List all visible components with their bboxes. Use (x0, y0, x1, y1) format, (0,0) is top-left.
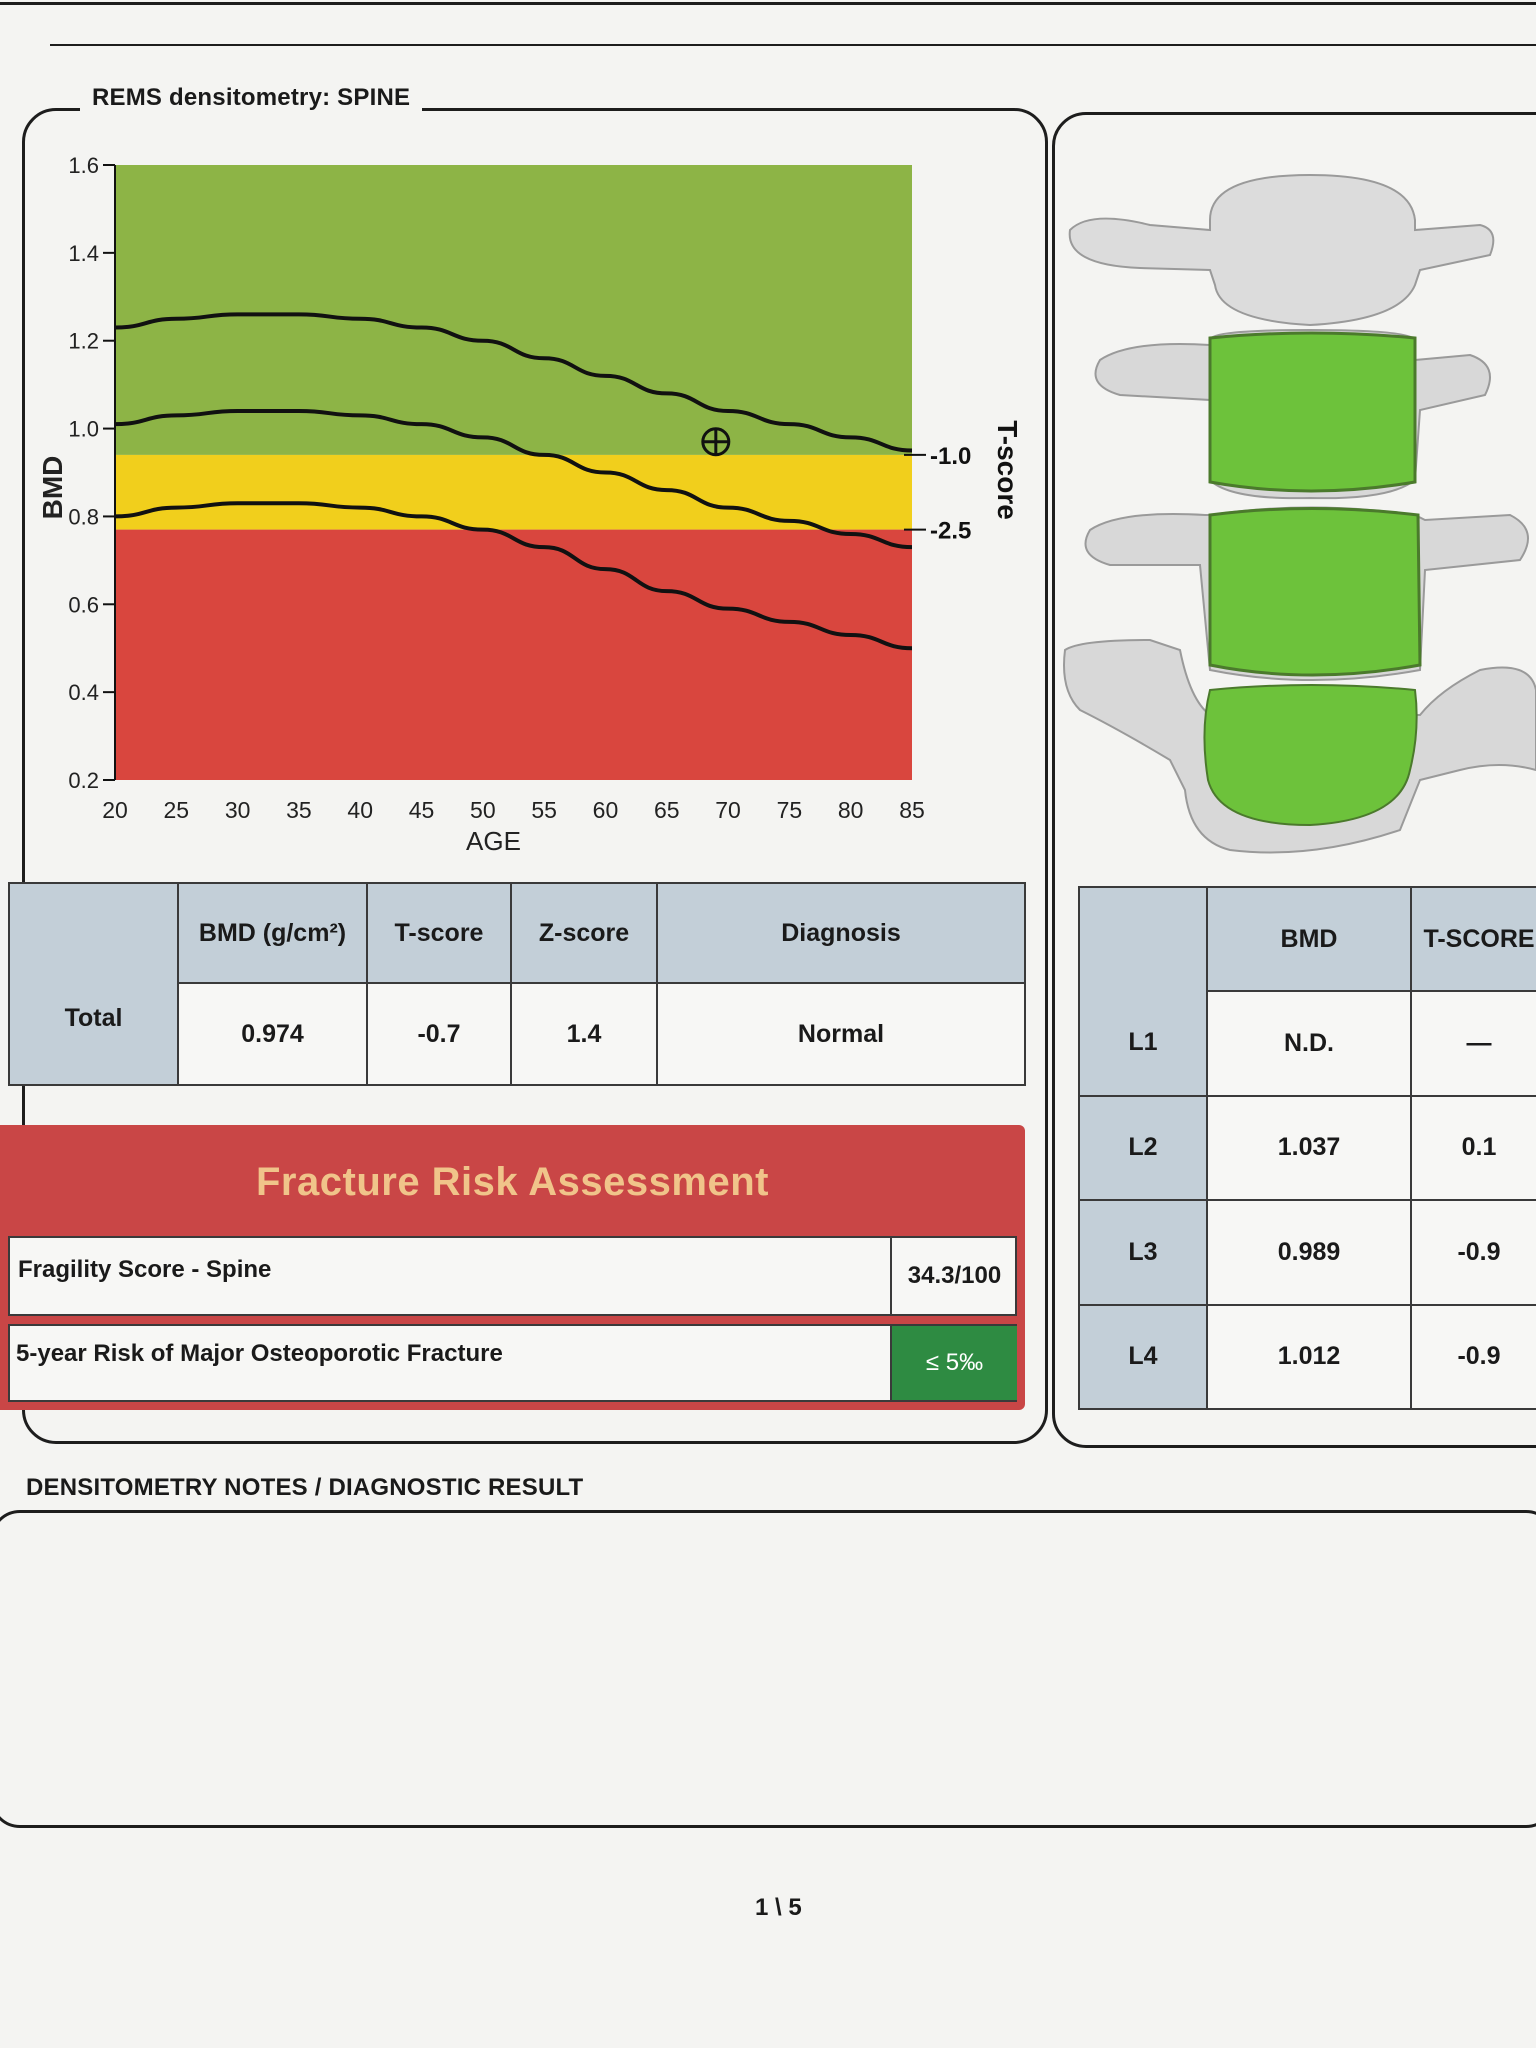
bmd-age-chart: 0.2 0.4 0.6 0.8 1.0 1.2 1.4 1.6 20 25 30 35 40 45 50 55… (37, 153, 1023, 856)
vertebra-corner (1078, 886, 1208, 991)
x-tick-label: 60 (593, 797, 619, 823)
zone-osteopenia (115, 454, 912, 530)
x-tick-label: 45 (409, 797, 435, 823)
y-tick-label: 0.4 (68, 680, 99, 705)
x-tick-label: 70 (715, 797, 741, 823)
x-tick-label: 35 (286, 797, 312, 823)
chart-axes: 0.2 0.4 0.6 0.8 1.0 1.2 1.4 1.6 20 25 30 35 40 45 50 55… (37, 153, 1023, 856)
total-zscore-value: 1.4 (510, 982, 658, 1086)
zone-osteoporosis (115, 529, 912, 780)
l4-bmd: 1.012 (1206, 1303, 1412, 1410)
col-diagnosis-header: Diagnosis (656, 882, 1026, 984)
fracture-risk-label: 5-year Risk of Major Osteoporotic Fractu… (16, 1340, 503, 1367)
vertebra-label-l4: L4 (1078, 1303, 1208, 1410)
summary-table: Total BMD (g/cm²) T-score Z-score Diagno… (8, 882, 1026, 1086)
vertebra-label-l2: L2 (1078, 1094, 1208, 1201)
t-score-axis-label: T-score (992, 420, 1023, 520)
vertebra-table: BMD T-SCORE L1 N.D. — L2 1.037 0.1 L3 0.… (1078, 886, 1536, 1410)
col-tscore-header: T-score (366, 882, 512, 984)
y-tick-label: 1.0 (68, 417, 99, 442)
x-tick-label: 25 (164, 797, 190, 823)
col-bmd-header: BMD (g/cm²) (177, 882, 368, 984)
section-title: REMS densitometry: SPINE (80, 84, 423, 112)
y-tick-label: 0.2 (68, 768, 99, 793)
fragility-value: 34.3/100 (890, 1238, 1017, 1314)
col-zscore-header: Z-score (510, 882, 658, 984)
total-bmd-value: 0.974 (177, 982, 368, 1086)
x-tick-label: 55 (531, 797, 557, 823)
x-tick-label: 85 (899, 797, 925, 823)
fracture-risk-value: ≤ 5‰ (890, 1326, 1017, 1400)
vertebra-label-l1: L1 (1078, 991, 1208, 1097)
x-tick-label: 30 (225, 797, 251, 823)
x-tick-label: 20 (102, 797, 128, 823)
diagnosis-value: Normal (656, 982, 1026, 1086)
t-score-tick-label: -1.0 (930, 443, 971, 470)
l2-tscore: 0.1 (1410, 1094, 1536, 1201)
vertebra-tscore-header: T-SCORE (1410, 886, 1536, 992)
spine-chart-panel (22, 108, 1048, 1444)
vertebra-panel (1052, 112, 1536, 1448)
header-divider (50, 44, 1536, 46)
x-tick-label: 80 (838, 797, 864, 823)
spine-illustration (1063, 173, 1536, 854)
vertebra-label-l3: L3 (1078, 1199, 1208, 1306)
chart-zones (115, 165, 912, 780)
row-label-total: Total (8, 882, 179, 1086)
l3-tscore: -0.9 (1410, 1199, 1536, 1306)
y-tick-label: 1.6 (68, 153, 99, 178)
x-tick-label: 75 (777, 797, 803, 823)
x-tick-label: 65 (654, 797, 680, 823)
notes-title: DENSITOMETRY NOTES / DIAGNOSTIC RESULT (14, 1474, 596, 1502)
y-tick-label: 0.8 (68, 504, 99, 529)
l3-bmd: 0.989 (1206, 1199, 1412, 1306)
y-tick-label: 0.6 (68, 592, 99, 617)
l1-tscore: — (1410, 990, 1536, 1097)
fragility-label: Fragility Score - Spine (18, 1256, 272, 1283)
t-score-tick-label: -2.5 (930, 518, 971, 545)
fragility-row: Fragility Score - Spine 34.3/100 (8, 1236, 1017, 1316)
reference-curve-3 (114, 501, 913, 651)
vertebra-bmd-header: BMD (1206, 886, 1412, 992)
reference-curve-1 (114, 312, 913, 453)
l1-bmd: N.D. (1206, 990, 1412, 1097)
y-tick-label: 1.4 (68, 241, 99, 266)
fracture-risk-title: Fracture Risk Assessment (256, 1160, 769, 1204)
x-axis-label: AGE (466, 826, 521, 856)
l2-bmd: 1.037 (1206, 1094, 1412, 1201)
l4-tscore: -0.9 (1410, 1303, 1536, 1410)
notes-box (0, 1510, 1536, 1828)
reference-curve-2 (114, 408, 913, 550)
zone-normal (115, 165, 912, 455)
x-tick-label: 40 (347, 797, 373, 823)
y-tick-label: 1.2 (68, 329, 99, 354)
x-tick-label: 50 (470, 797, 496, 823)
top-border-line (0, 2, 1536, 5)
chart-curves (114, 312, 913, 651)
total-tscore-value: -0.7 (366, 982, 512, 1086)
page-number: 1 \ 5 (755, 1894, 802, 1921)
y-axis-label: BMD (37, 456, 68, 520)
fracture-risk-row: 5-year Risk of Major Osteoporotic Fractu… (8, 1324, 1017, 1402)
